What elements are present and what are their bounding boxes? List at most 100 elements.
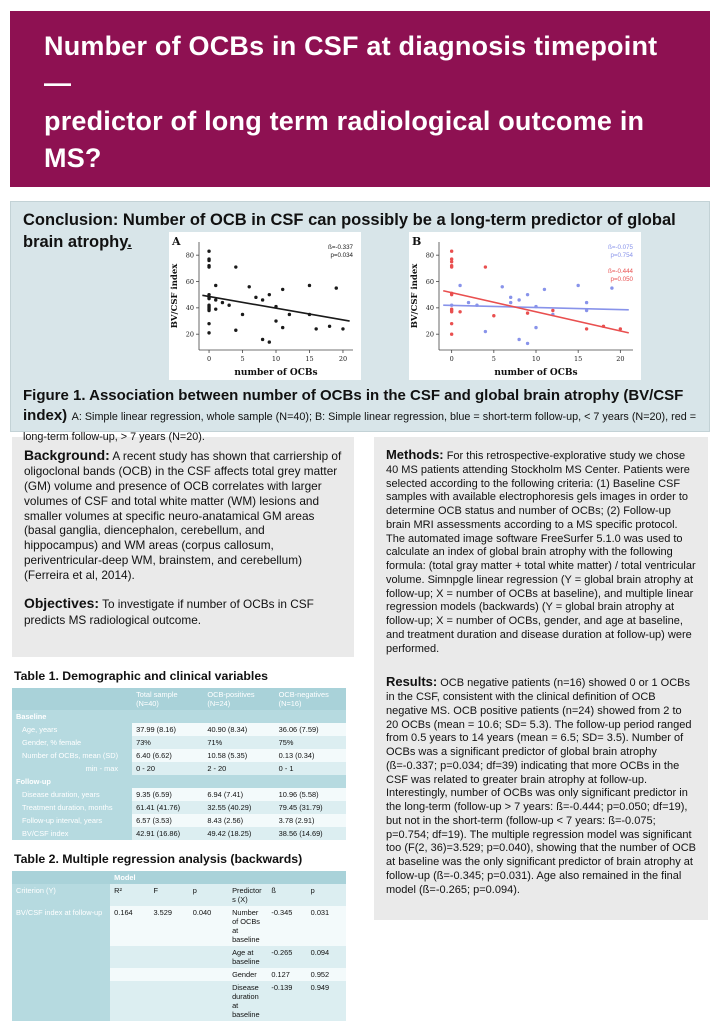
- figure-plots: 0 5 10 15 20 20 40 60 80 number of OCBs BV/CSF ind…: [23, 231, 697, 380]
- data-point: [458, 283, 462, 287]
- model-stat: [110, 946, 150, 968]
- cell-value: 10.96 (5.58): [274, 788, 346, 801]
- scatter-plot-svg-A: 0 5 10 15 20 20 40 60 80 number of OCBs BV/CSF ind…: [170, 235, 354, 378]
- y-tick-label: 80: [426, 251, 434, 259]
- row-label: Follow-up: [12, 775, 133, 788]
- model-header: Model: [110, 871, 346, 884]
- data-point: [618, 326, 623, 331]
- predictor-header: ß: [267, 884, 307, 906]
- data-point: [267, 339, 272, 344]
- row-label: Age, years: [12, 723, 133, 736]
- model-stat: 0.040: [188, 906, 229, 946]
- cell-value: [203, 775, 275, 788]
- data-point: [341, 326, 345, 331]
- data-point: [534, 304, 538, 308]
- predictor-p: 0.949: [306, 981, 346, 1021]
- y-tick-label: 60: [186, 277, 194, 285]
- x-tick-label: 15: [305, 355, 313, 363]
- row-label: BV/CSF index: [12, 827, 133, 840]
- data-point: [207, 258, 211, 262]
- data-point: [525, 341, 530, 345]
- cell-value: [203, 710, 275, 723]
- table-row: Gender, % female 73% 71% 75%: [12, 736, 346, 749]
- data-point: [525, 310, 530, 315]
- data-point: [207, 264, 211, 269]
- annotation-p: p=0.754: [610, 252, 633, 259]
- cell-value: 75%: [274, 736, 346, 749]
- x-tick-label: 10: [532, 355, 540, 363]
- y-tick-label: 60: [426, 277, 434, 285]
- results-paragraph: Results: OCB negative patients (n=16) sh…: [386, 674, 696, 897]
- conclusion-section: Conclusion: Number of OCB in CSF can pos…: [10, 201, 710, 443]
- background-label: Background:: [24, 447, 110, 463]
- table-row: Baseline: [12, 710, 346, 723]
- model-header-row: Model: [12, 871, 346, 884]
- criterion-header: Criterion (Y): [12, 884, 111, 906]
- results-text: OCB negative patients (n=16) showed 0 or…: [386, 677, 697, 896]
- figure-caption-title: Figure 1. Association between number of …: [23, 386, 684, 424]
- table2-title: Table 2. Multiple regression analysis (b…: [14, 852, 303, 866]
- column-header: [12, 688, 133, 710]
- data-point: [517, 297, 521, 302]
- y-tick-label: 80: [186, 251, 194, 259]
- background-paragraph: Background: A recent study has shown tha…: [24, 447, 342, 582]
- row-label: Disease duration, years: [12, 788, 133, 801]
- objectives-paragraph: Objectives: To investigate if number of …: [24, 595, 342, 627]
- data-point: [458, 309, 462, 314]
- data-point: [314, 326, 318, 331]
- predictor-name: Disease duration at baseline: [228, 981, 268, 1021]
- predictor-p: 0.952: [306, 968, 346, 981]
- predictor-beta: -0.345: [267, 906, 307, 946]
- x-axis-label: number of OCBs: [494, 368, 577, 378]
- stat-header: F: [149, 884, 189, 906]
- page-title: Number of OCBs in CSF at diagnosis timep…: [44, 31, 658, 173]
- y-tick-label: 20: [186, 330, 194, 338]
- predictor-beta: -0.265: [267, 946, 307, 968]
- y-axis-label: BV/CSF index: [170, 262, 180, 328]
- x-tick-label: 15: [574, 355, 582, 363]
- row-label: Follow-up interval, years: [12, 814, 133, 827]
- data-point: [260, 297, 265, 302]
- predictor-row: Age at baseline -0.265 0.094: [12, 946, 346, 968]
- data-point: [207, 249, 211, 253]
- data-point: [234, 264, 238, 269]
- cell-value: 8.43 (2.56): [203, 814, 275, 827]
- predictor-name: Number of OCBs at baseline: [228, 906, 268, 946]
- cell-value: 3.78 (2.91): [274, 814, 346, 827]
- data-point: [584, 326, 589, 331]
- poster-header: Number of OCBs in CSF at diagnosis timep…: [10, 11, 710, 261]
- cell-value: 0 - 1: [274, 762, 346, 775]
- cell-value: 6.94 (7.41): [203, 788, 275, 801]
- cell-value: 49.42 (18.25): [203, 827, 275, 840]
- data-point: [207, 308, 211, 312]
- data-point: [601, 324, 606, 328]
- cell-value: 9.35 (6.59): [132, 788, 204, 801]
- row-label: Treatment duration, months: [12, 801, 133, 814]
- data-point: [449, 303, 454, 307]
- model-stat: [149, 946, 189, 968]
- data-point: [449, 332, 454, 336]
- table-row: Follow-up interval, years 6.57 (3.53) 8.43…: [12, 814, 346, 827]
- annotation-p: p=0.050: [610, 276, 633, 283]
- table-row: BV/CSF index 42.91 (16.86) 49.42 (18.25) 38…: [12, 827, 346, 840]
- predictor-row: Disease duration at baseline -0.139 0.949: [12, 981, 346, 1021]
- annotation-beta: ß=-0.444: [608, 268, 633, 275]
- scatter-plot-svg-B: 0 5 10 15 20 20 40 60 80 number of OCBs BV/CSF ind…: [410, 235, 634, 378]
- scatter-plot-a: 0 5 10 15 20 20 40 60 80 number of OCBs BV/CSF ind…: [169, 231, 361, 380]
- data-point: [214, 283, 218, 287]
- data-point: [234, 328, 238, 332]
- data-point: [287, 312, 292, 316]
- data-point: [207, 321, 211, 325]
- regression-line: [443, 289, 629, 334]
- x-tick-label: 20: [616, 355, 624, 363]
- empty-cell: [12, 871, 111, 884]
- cell-value: 79.45 (31.79): [274, 801, 346, 814]
- left-column: Background: A recent study has shown tha…: [12, 437, 354, 1021]
- data-point: [247, 284, 251, 289]
- data-point: [327, 324, 332, 328]
- annotation-beta: ß=-0.337: [328, 244, 353, 251]
- cell-value: [274, 710, 346, 723]
- conclusion-text: Conclusion: Number of OCB in CSF can pos…: [23, 211, 676, 252]
- data-point: [260, 337, 265, 341]
